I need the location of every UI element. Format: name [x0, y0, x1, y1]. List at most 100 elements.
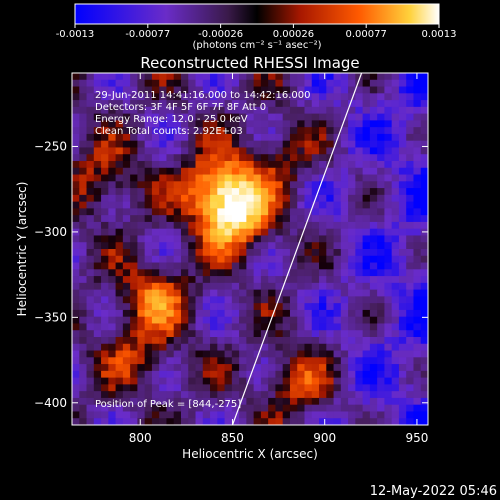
- heatmap-pixel: [289, 323, 298, 331]
- heatmap-pixel: [122, 276, 131, 284]
- heatmap-pixel: [282, 181, 291, 189]
- heatmap-pixel: [304, 235, 313, 243]
- heatmap-pixel: [137, 127, 146, 135]
- heatmap-pixel: [246, 154, 255, 162]
- heatmap-pixel: [231, 418, 240, 425]
- heatmap-pixel: [188, 282, 196, 291]
- heatmap-pixel: [282, 140, 291, 148]
- heatmap-pixel: [253, 296, 262, 304]
- heatmap-pixel: [340, 167, 349, 175]
- heatmap-pixel: [268, 167, 276, 175]
- heatmap-pixel: [398, 255, 407, 263]
- heatmap-pixel: [326, 133, 334, 142]
- heatmap-pixel: [151, 113, 160, 121]
- heatmap-pixel: [420, 161, 428, 169]
- heatmap-pixel: [151, 316, 160, 324]
- heatmap-pixel: [108, 276, 116, 284]
- heatmap-pixel: [246, 276, 255, 284]
- heatmap-pixel: [202, 296, 211, 304]
- heatmap-pixel: [137, 309, 146, 318]
- heatmap-pixel: [195, 133, 204, 142]
- heatmap-pixel: [217, 276, 225, 284]
- heatmap-pixel: [195, 242, 204, 250]
- heatmap-pixel: [231, 330, 240, 338]
- heatmap-pixel: [202, 154, 211, 162]
- heatmap-pixel: [311, 242, 320, 250]
- heatmap-pixel: [340, 181, 349, 189]
- heatmap-pixel: [362, 181, 371, 189]
- heatmap-pixel: [340, 343, 349, 351]
- heatmap-pixel: [195, 269, 204, 277]
- heatmap-pixel: [340, 228, 349, 236]
- heatmap-pixel: [282, 289, 291, 297]
- heatmap-pixel: [246, 133, 255, 142]
- heatmap-pixel: [173, 86, 182, 94]
- heatmap-pixel: [151, 255, 160, 263]
- heatmap-pixel: [420, 174, 428, 182]
- heatmap-pixel: [217, 154, 225, 162]
- heatmap-pixel: [406, 397, 414, 406]
- heatmap-pixel: [398, 221, 407, 230]
- heatmap-pixel: [86, 282, 95, 291]
- heatmap-pixel: [326, 364, 334, 372]
- heatmap-pixel: [282, 309, 291, 318]
- heatmap-pixel: [348, 262, 356, 270]
- heatmap-pixel: [195, 215, 204, 223]
- heatmap-pixel: [188, 309, 196, 318]
- heatmap-pixel: [369, 147, 378, 155]
- heatmap-pixel: [144, 127, 153, 135]
- heatmap-pixel: [101, 350, 109, 358]
- heatmap-pixel: [260, 120, 269, 128]
- colorbar-tick-label: 0.00077: [346, 29, 387, 40]
- heatmap-pixel: [151, 140, 160, 148]
- heatmap-pixel: [377, 296, 385, 304]
- heatmap-pixel: [348, 181, 356, 189]
- heatmap-pixel: [406, 343, 414, 351]
- heatmap-pixel: [275, 228, 284, 236]
- heatmap-pixel: [413, 343, 422, 351]
- heatmap-pixel: [224, 120, 233, 128]
- heatmap-pixel: [275, 269, 284, 277]
- heatmap-pixel: [311, 86, 320, 94]
- heatmap-pixel: [93, 316, 102, 324]
- heatmap-pixel: [151, 330, 160, 338]
- heatmap-pixel: [246, 140, 255, 148]
- heatmap-pixel: [217, 384, 225, 392]
- heatmap-pixel: [246, 282, 255, 291]
- heatmap-pixel: [311, 113, 320, 121]
- heatmap-pixel: [246, 113, 255, 121]
- heatmap-pixel: [217, 357, 225, 365]
- heatmap-pixel: [101, 86, 109, 94]
- heatmap-pixel: [268, 404, 276, 412]
- heatmap-pixel: [151, 296, 160, 304]
- heatmap-pixel: [86, 391, 95, 399]
- heatmap-pixel: [202, 377, 211, 385]
- heatmap-pixel: [282, 154, 291, 162]
- heatmap-pixel: [72, 147, 80, 155]
- heatmap-pixel: [108, 411, 116, 419]
- heatmap-pixel: [188, 167, 196, 175]
- heatmap-pixel: [246, 269, 255, 277]
- heatmap-pixel: [72, 174, 80, 182]
- heatmap-pixel: [391, 140, 400, 148]
- heatmap-pixel: [246, 411, 255, 419]
- heatmap-pixel: [239, 350, 247, 358]
- heatmap-pixel: [369, 350, 378, 358]
- heatmap-pixel: [333, 127, 342, 135]
- heatmap-pixel: [86, 343, 95, 351]
- heatmap-pixel: [268, 337, 276, 345]
- heatmap-pixel: [398, 337, 407, 345]
- heatmap-pixel: [282, 350, 291, 358]
- heatmap-pixel: [282, 120, 291, 128]
- heatmap-pixel: [289, 357, 298, 365]
- heatmap-pixel: [101, 337, 109, 345]
- heatmap-pixel: [268, 120, 276, 128]
- heatmap-pixel: [282, 255, 291, 263]
- heatmap-pixel: [86, 73, 95, 81]
- heatmap-pixel: [311, 377, 320, 385]
- heatmap-pixel: [319, 147, 327, 155]
- heatmap-pixel: [420, 411, 428, 419]
- heatmap-pixel: [108, 235, 116, 243]
- heatmap-pixel: [224, 147, 233, 155]
- heatmap-pixel: [122, 140, 131, 148]
